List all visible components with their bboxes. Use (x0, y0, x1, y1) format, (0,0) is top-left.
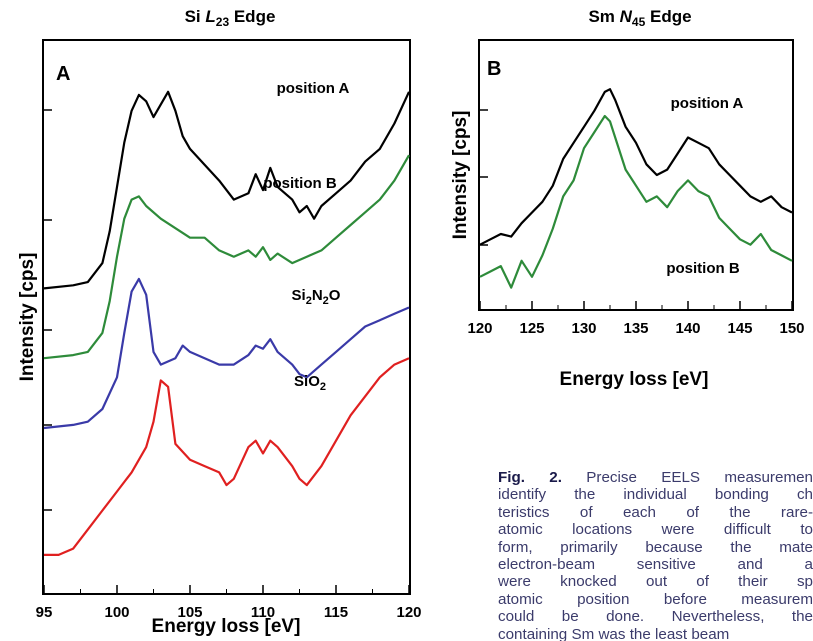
caption-line: identify the individual bonding ch (498, 486, 813, 504)
panel-a-xlabel: Energy loss [eV] (152, 616, 301, 637)
panel-a-label: A (56, 63, 70, 85)
panel-b-annotation-position-a: position A (671, 95, 744, 112)
x-tick-label: 95 (36, 604, 53, 621)
annotation-si2n2o: Si2N2O (292, 287, 341, 307)
caption-label: Fig. 2. (498, 469, 562, 486)
panel-a-lines (43, 90, 410, 557)
x-tick-label: 125 (519, 320, 544, 337)
caption-line: teristics of each of the rare- (498, 503, 813, 521)
x-tick-label: 120 (467, 320, 492, 337)
panel-a: Si L23 Edge A 95 100 105 110 115 120 position… (17, 7, 422, 637)
caption-text: Precise EELS measuremen (561, 469, 813, 486)
panel-b-lines (479, 88, 793, 289)
caption-line: form, primarily because the mate (498, 538, 813, 556)
x-tick-label: 110 (251, 604, 275, 621)
x-tick-label: 130 (571, 320, 596, 337)
series-line (479, 114, 793, 289)
series-line (43, 277, 410, 430)
caption-line: could be done. Nevertheless, the (498, 608, 813, 626)
series-line (43, 90, 410, 290)
x-tick-label: 115 (324, 604, 348, 621)
panel-a-plot-frame (42, 39, 411, 595)
x-tick-label: 135 (623, 320, 648, 337)
panel-a-title: Si L23 Edge (185, 7, 276, 29)
annotation-position-a: position A (277, 80, 350, 97)
panel-b-annotation-position-b: position B (666, 260, 739, 277)
panel-a-ticks: 95 100 105 110 115 120 (36, 109, 422, 621)
series-line (43, 154, 410, 360)
x-tick-label: 100 (104, 604, 129, 621)
panel-b-title: Sm N45 Edge (588, 7, 691, 29)
panel-b-ticks: 120 125 130 135 140 145 150 (467, 109, 805, 337)
annotation-sio2: SiO2 (294, 373, 326, 393)
panel-b-ylabel: Intensity [cps] (450, 111, 471, 240)
caption-line: containing Sm was the least beam (498, 625, 730, 641)
caption-line: atomic locations were difficult to (498, 521, 813, 539)
figure-caption: Fig. 2. Precise EELS measuremen identify… (498, 469, 813, 641)
caption-line: atomic position before measurem (498, 590, 813, 608)
panel-a-ylabel: Intensity [cps] (17, 253, 38, 382)
x-tick-label: 150 (779, 320, 804, 337)
x-tick-label: 120 (396, 604, 421, 621)
x-tick-label: 145 (727, 320, 752, 337)
x-tick-label: 105 (177, 604, 202, 621)
series-line (479, 88, 793, 246)
panel-b-label: B (487, 58, 501, 80)
panel-b-xlabel: Energy loss [eV] (560, 369, 709, 390)
caption-line: electron-beam sensitive and a (498, 556, 813, 574)
annotation-position-b: position B (263, 175, 336, 192)
panel-b: Sm N45 Edge B 120 125 130 135 140 145 150 posi… (450, 7, 805, 390)
x-tick-label: 140 (675, 320, 700, 337)
caption-line: Fig. 2. Precise EELS measuremen (498, 469, 813, 486)
caption-line: were knocked out of their sp (498, 573, 813, 591)
series-line (44, 357, 410, 557)
panel-b-plot-frame (478, 39, 794, 311)
